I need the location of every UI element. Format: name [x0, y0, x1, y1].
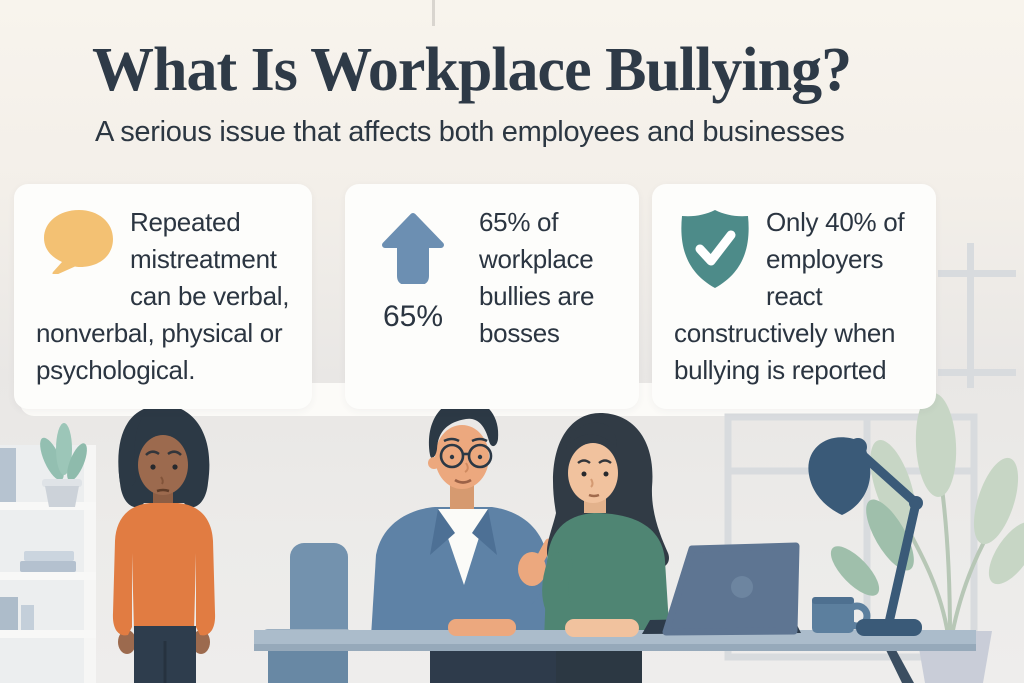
window-mullion-vertical	[967, 243, 974, 388]
book	[20, 561, 76, 572]
nose	[464, 462, 469, 473]
laptop-logo	[731, 576, 753, 598]
card-text: Only 40% of employers react constructive…	[674, 207, 905, 385]
eyebrow	[145, 450, 160, 456]
woman-hands-on-desk	[565, 619, 639, 637]
eye	[150, 464, 156, 470]
eyebrow	[471, 437, 488, 443]
hand	[118, 630, 136, 654]
desk-edge	[254, 644, 976, 651]
arm-sleeve	[542, 552, 579, 632]
eyebrow	[167, 450, 182, 456]
leaf	[915, 393, 957, 497]
stat-value: 65%	[382, 300, 444, 333]
nose	[160, 476, 164, 485]
nose	[590, 478, 594, 488]
small-potted-plant	[40, 423, 87, 507]
eyebrow	[598, 459, 612, 464]
man-hand-on-desk	[448, 619, 516, 636]
green-shirt	[544, 513, 670, 641]
lamp-head	[808, 437, 871, 515]
office-chair	[262, 543, 352, 683]
mug-body	[812, 597, 854, 633]
leaf	[40, 437, 64, 481]
chair-back	[290, 543, 348, 645]
window-mullion-horizontal	[938, 369, 1016, 376]
hand	[192, 630, 210, 654]
face	[138, 435, 188, 495]
mouth	[156, 488, 170, 493]
legs	[556, 651, 642, 683]
eye	[477, 454, 483, 460]
seated-woman	[542, 413, 670, 683]
office-illustration	[0, 383, 1024, 683]
speech-bubble-icon	[44, 210, 113, 274]
desk-leg	[886, 650, 914, 683]
card-text: Repeated mistreatment can be verbal, non…	[36, 207, 290, 385]
book	[21, 605, 34, 630]
book	[24, 551, 74, 561]
desk-lamp	[808, 437, 923, 636]
laptop	[642, 542, 801, 636]
glasses-lens	[439, 443, 465, 469]
window-mullion-horizontal	[938, 270, 1016, 277]
card-repeated-mistreatment: Repeated mistreatment can be verbal, non…	[14, 184, 312, 409]
eyebrow	[443, 437, 460, 443]
pot	[45, 486, 79, 507]
manager-man	[371, 398, 558, 683]
pointing-finger	[532, 538, 554, 570]
mouth	[588, 493, 600, 498]
leaf	[67, 443, 87, 481]
sweater	[112, 503, 216, 636]
mouth	[454, 478, 472, 484]
page-subtitle: A serious issue that affects both employ…	[95, 116, 845, 148]
card-text: 65% of workplace bullies are bosses	[479, 207, 595, 348]
lapel	[472, 509, 497, 555]
card-employer-reaction: Only 40% of employers react constructive…	[652, 184, 936, 409]
page-title: What Is Workplace Bullying?	[92, 36, 852, 104]
face	[568, 443, 618, 503]
pot-rim	[42, 479, 82, 487]
arrow-up-icon	[382, 213, 444, 284]
card-bullies-are-bosses: 65% 65% of workplace bullies are bosses	[345, 184, 639, 409]
window-frame	[724, 413, 978, 661]
leaf	[988, 521, 1024, 585]
lamp-base	[856, 619, 922, 636]
book	[0, 448, 16, 502]
leaf	[830, 546, 880, 596]
standing-woman	[112, 405, 216, 683]
shield-check-icon	[681, 210, 749, 288]
lamp-joint	[909, 496, 923, 510]
mug-rim	[812, 597, 854, 604]
lapel	[430, 509, 455, 555]
book	[0, 597, 18, 630]
hair	[428, 398, 499, 458]
top-divider-line	[432, 0, 435, 26]
eye	[581, 471, 587, 477]
ear	[428, 457, 440, 469]
eye	[449, 454, 455, 460]
eye	[172, 464, 178, 470]
laptop-screen	[662, 542, 800, 636]
eyebrow	[577, 459, 591, 464]
eye	[603, 471, 609, 477]
glasses-lens	[467, 443, 493, 469]
lamp-arm	[883, 498, 921, 632]
leaf	[973, 457, 1019, 545]
leaf	[56, 423, 72, 475]
